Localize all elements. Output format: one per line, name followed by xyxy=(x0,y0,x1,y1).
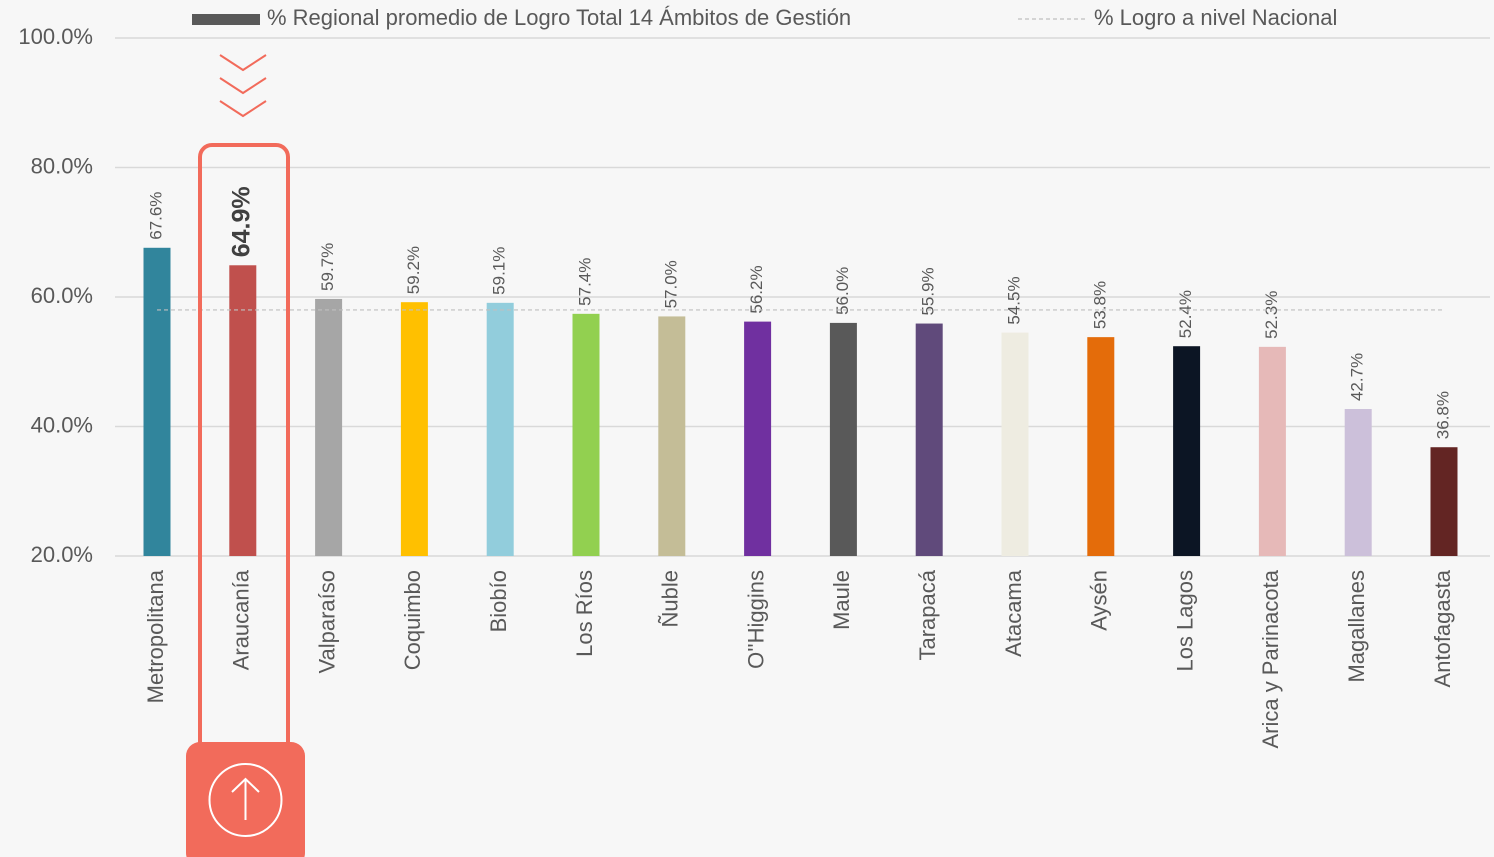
bar xyxy=(144,248,171,556)
bar xyxy=(744,322,771,556)
legend-swatch xyxy=(192,14,260,25)
value-label: 59.7% xyxy=(318,243,337,291)
value-label: 52.4% xyxy=(1176,290,1195,338)
value-label: 59.2% xyxy=(404,246,423,294)
value-label: 57.0% xyxy=(661,260,680,308)
value-label: 36.8% xyxy=(1433,391,1452,439)
x-tick-label: Biobío xyxy=(486,570,511,632)
y-tick-label: 20.0% xyxy=(31,542,93,567)
x-tick-label: Valparaíso xyxy=(314,570,339,674)
legend-label: % Logro a nivel Nacional xyxy=(1094,5,1337,30)
x-tick-label: Metropolitana xyxy=(143,569,168,703)
bar xyxy=(1431,447,1458,556)
value-label: 53.8% xyxy=(1090,281,1109,329)
value-label: 54.5% xyxy=(1004,276,1023,324)
x-tick-label: Tarapacá xyxy=(915,569,940,660)
x-tick-label: Ñuble xyxy=(658,570,683,627)
bar xyxy=(658,316,685,556)
scroll-up-button[interactable] xyxy=(186,742,305,857)
x-tick-label: Arica y Parinacota xyxy=(1258,569,1283,748)
bar xyxy=(1345,409,1372,556)
value-label: 59.1% xyxy=(490,247,509,295)
x-tick-label: Atacama xyxy=(1001,569,1026,657)
value-label: 67.6% xyxy=(146,192,165,240)
value-label: 42.7% xyxy=(1348,353,1367,401)
x-tick-label: Aysén xyxy=(1087,570,1112,631)
value-label: 57.4% xyxy=(575,258,594,306)
x-tick-label: O''Higgins xyxy=(743,570,768,669)
x-tick-label: Los Lagos xyxy=(1172,570,1197,672)
value-label: 52.3% xyxy=(1262,291,1281,339)
legend-label: % Regional promedio de Logro Total 14 Ám… xyxy=(267,5,851,30)
bar xyxy=(1259,347,1286,556)
value-label: 56.0% xyxy=(833,267,852,315)
x-tick-label: Antofagasta xyxy=(1430,569,1455,687)
x-tick-label: Los Ríos xyxy=(572,570,597,657)
bar xyxy=(916,324,943,556)
value-label: 55.9% xyxy=(919,267,938,315)
bar xyxy=(830,323,857,556)
bar xyxy=(229,265,256,556)
y-tick-label: 100.0% xyxy=(18,24,93,49)
chart: 20.0% 40.0% 60.0% 80.0% 100.0% Metropolitana A… xyxy=(0,0,1494,857)
x-tick-label: Araucanía xyxy=(229,569,254,670)
bar xyxy=(315,299,342,556)
value-label: 56.2% xyxy=(747,265,766,313)
bar xyxy=(401,302,428,556)
x-tick-label: Maule xyxy=(829,570,854,630)
y-tick-label: 80.0% xyxy=(31,153,93,178)
bar xyxy=(1087,337,1114,556)
bar xyxy=(1173,346,1200,556)
y-tick-label: 40.0% xyxy=(31,412,93,437)
x-tick-label: Magallanes xyxy=(1344,570,1369,683)
bar xyxy=(1002,333,1029,556)
bar xyxy=(573,314,600,556)
x-tick-label: Coquimbo xyxy=(400,570,425,670)
bar xyxy=(487,303,514,556)
value-label: 64.9% xyxy=(227,186,255,257)
y-tick-label: 60.0% xyxy=(31,283,93,308)
